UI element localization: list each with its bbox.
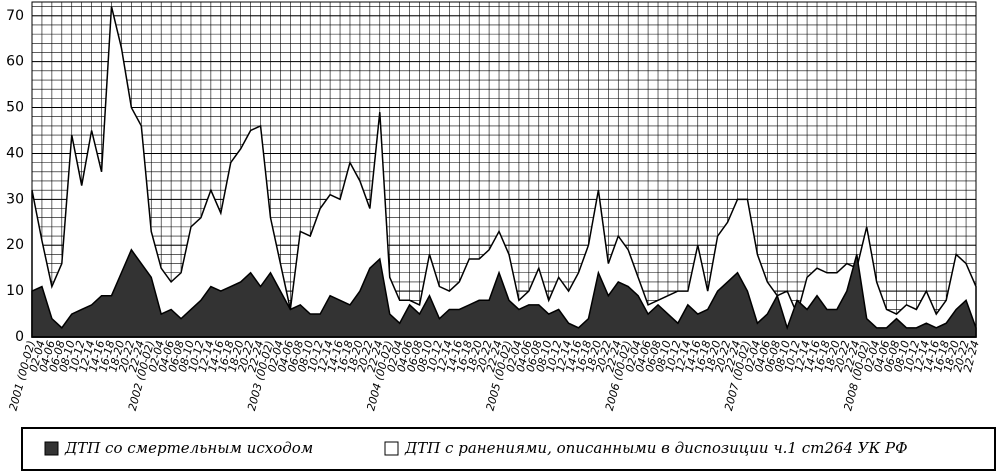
y-tick-label: 70 — [6, 8, 24, 24]
area — [31, 248, 977, 338]
legend-swatch — [44, 441, 59, 456]
legend-swatch — [384, 441, 399, 456]
area — [31, 6, 977, 338]
legend-box — [21, 427, 996, 471]
y-tick-label: 20 — [6, 237, 24, 253]
legend-label: ДТП с ранениями, описанными в диспозиции… — [404, 439, 908, 457]
legend-label: ДТП со смертельным исходом — [64, 439, 313, 457]
y-tick-label: 50 — [6, 100, 24, 116]
y-tick-label: 30 — [6, 191, 24, 207]
y-tick-label: 60 — [6, 54, 24, 70]
y-tick-label: 0 — [15, 329, 24, 345]
y-tick-label: 10 — [6, 283, 24, 299]
y-tick-label: 40 — [6, 145, 24, 161]
